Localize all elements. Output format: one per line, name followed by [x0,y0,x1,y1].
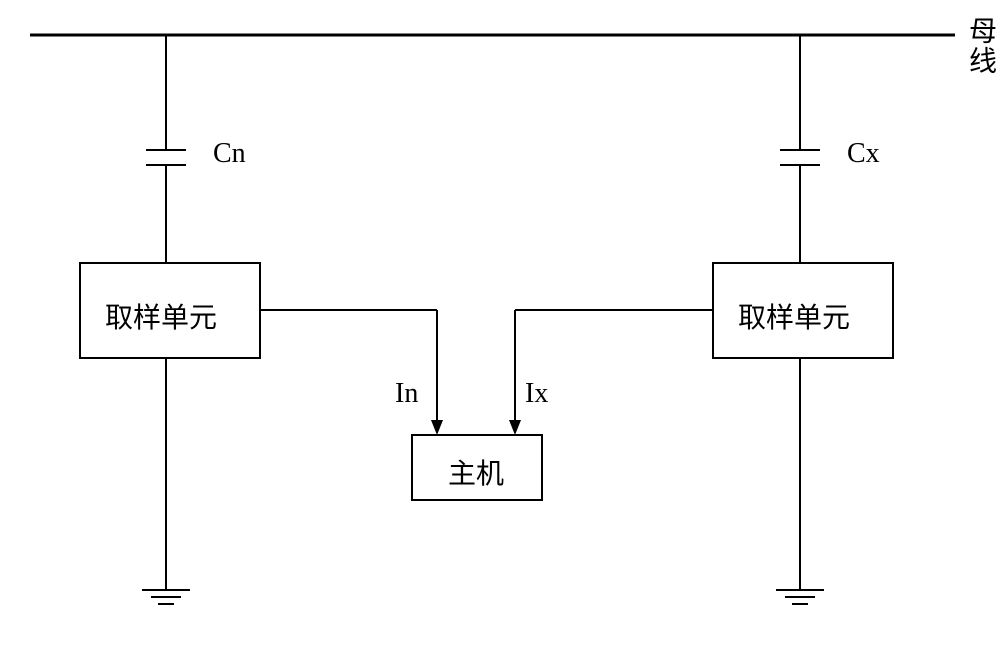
host-label: 主机 [448,452,504,492]
right-arrow-icon [509,420,521,435]
left-current-label: In [395,378,418,410]
left-cap-label: Cn [213,138,246,170]
left-box-label: 取样单元 [105,296,217,336]
right-box-label: 取样单元 [738,296,850,336]
right-current-label: Ix [525,378,548,410]
busbar-label: 母线 [960,16,1000,76]
left-arrow-icon [431,420,443,435]
right-cap-label: Cx [847,138,880,170]
